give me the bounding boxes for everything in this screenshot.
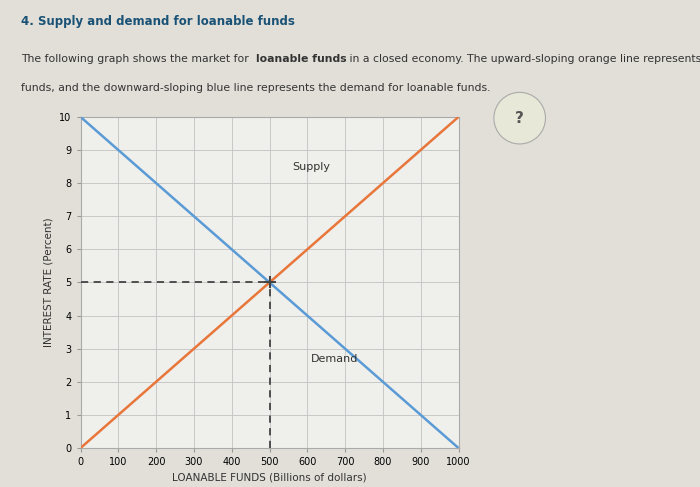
Text: Supply: Supply [292,162,330,171]
Text: 4. Supply and demand for loanable funds: 4. Supply and demand for loanable funds [21,15,295,28]
Text: The following graph shows the market for: The following graph shows the market for [21,54,252,64]
Circle shape [494,93,545,144]
Text: in a closed economy. The upward-sloping orange line represents the supply of loa: in a closed economy. The upward-sloping … [346,54,700,64]
Text: funds, and the downward-sloping blue line represents the demand for loanable fun: funds, and the downward-sloping blue lin… [21,83,491,93]
Y-axis label: INTEREST RATE (Percent): INTEREST RATE (Percent) [43,218,54,347]
X-axis label: LOANABLE FUNDS (Billions of dollars): LOANABLE FUNDS (Billions of dollars) [172,472,367,483]
Text: Demand: Demand [311,354,358,364]
Text: ?: ? [515,111,524,126]
Text: loanable funds: loanable funds [256,54,346,64]
